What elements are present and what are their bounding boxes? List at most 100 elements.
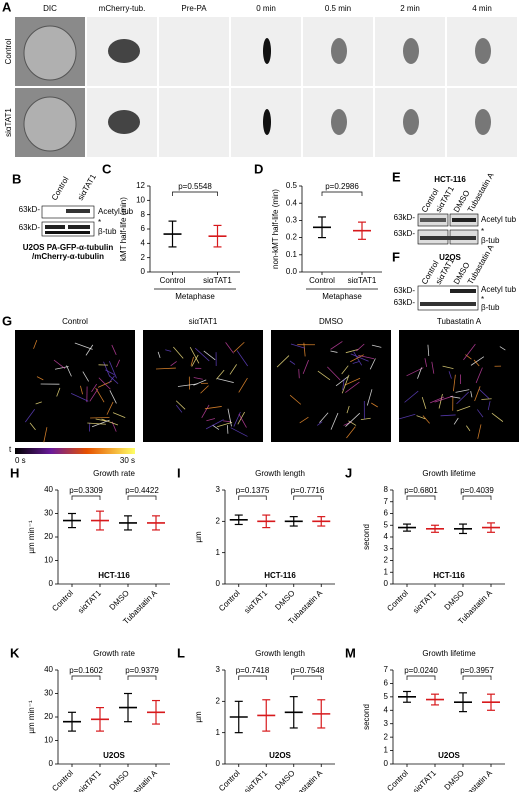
blot-band: [45, 225, 65, 229]
y-tick-label: 30: [44, 689, 53, 698]
blot-band: [452, 218, 476, 222]
microtubule-track: [109, 375, 119, 384]
x-tick-label: Control: [309, 276, 335, 285]
microtubule-track: [165, 349, 172, 352]
spindle: [108, 110, 140, 134]
cell: [23, 25, 77, 81]
y-tick-label: 0: [216, 579, 221, 588]
microtubule-track: [350, 354, 364, 363]
microtubule-track: [299, 416, 309, 424]
microtubule-track: [53, 359, 66, 369]
chart-title: Growth lifetime: [422, 469, 476, 478]
microtubule-track: [276, 355, 290, 368]
caption: U2OS PA-GFP-α-tubulin: [23, 243, 114, 252]
chart-subtitle: U2OS: [438, 751, 460, 760]
chart-subtitle: U2OS: [103, 751, 125, 760]
y-tick-label: 0.3: [286, 216, 298, 225]
y-tick-label: 2: [216, 696, 221, 705]
group-label: Metaphase: [322, 292, 362, 301]
y-tick-label: 40: [44, 665, 53, 674]
microtubule-track: [330, 350, 338, 353]
microtubule-track: [190, 356, 194, 366]
y-tick-label: 0: [384, 579, 389, 588]
panel-letter: K: [10, 645, 20, 660]
micrograph: [159, 17, 229, 86]
p-value: p=0.9379: [125, 666, 159, 675]
size-marker: 63kD-: [394, 229, 416, 238]
y-tick-label: 12: [136, 181, 145, 190]
microtubule-track: [366, 389, 373, 406]
p-value: p=0.5548: [178, 182, 212, 191]
microtubule-track: [353, 351, 363, 366]
microtubule-track: [452, 374, 456, 392]
microtubule-track: [54, 366, 69, 370]
x-tick-label: Control: [217, 768, 242, 792]
microtubule-track: [205, 419, 224, 430]
x-tick-label: siαTAT1: [76, 768, 103, 792]
y-tick-label: 2: [216, 516, 221, 525]
p-value: p=0.7418: [236, 666, 270, 675]
chart-title: Growth rate: [93, 469, 135, 478]
y-tick-label: 40: [44, 485, 53, 494]
p-value: p=0.3309: [69, 486, 103, 495]
y-tick-label: 0: [141, 267, 146, 276]
microtubule-track: [238, 413, 247, 428]
microtubule-track: [298, 369, 300, 379]
lane-label: Tubastatin A: [466, 171, 496, 214]
group-label: Metaphase: [175, 292, 215, 301]
microtubule-track: [227, 408, 232, 427]
size-marker: 63kD-: [394, 213, 416, 222]
microtubule-track: [238, 377, 248, 393]
p-value: p=0.2986: [325, 182, 359, 191]
microtubule-track: [427, 344, 430, 357]
microtubule-track: [95, 418, 106, 422]
microtubule-track: [455, 389, 470, 393]
microtubule-track: [193, 379, 207, 386]
size-marker: 63kD-: [394, 298, 416, 307]
panel-letter: F: [392, 249, 400, 264]
x-tick-label: Control: [160, 276, 186, 285]
y-axis-label: second: [362, 704, 371, 730]
microtubule-track: [225, 342, 234, 354]
significance-bracket: [293, 495, 322, 500]
chart-title: Growth length: [255, 469, 305, 478]
microtubule-track: [103, 361, 111, 377]
y-tick-label: 1: [384, 746, 389, 755]
blot-title: HCT-116: [434, 175, 466, 184]
microtubule-track: [369, 358, 376, 370]
microtubule-track: [345, 349, 359, 354]
y-tick-label: 10: [44, 736, 53, 745]
p-value: p=0.1602: [69, 666, 103, 675]
microtubule-track: [223, 420, 232, 423]
x-tick-label: DMSO: [273, 589, 296, 612]
p-value: p=0.0240: [404, 666, 438, 675]
y-tick-label: 0: [49, 579, 54, 588]
band-label: β-tub: [481, 236, 500, 245]
microtubule-track: [98, 377, 111, 390]
microtubule-track: [229, 364, 237, 375]
microtubule-track: [345, 381, 360, 393]
microtubule-track: [317, 370, 331, 381]
microtubule-track: [470, 356, 485, 366]
microtubule-track: [109, 361, 117, 379]
y-tick-label: 0: [384, 759, 389, 768]
microtubule-track: [344, 377, 361, 386]
x-tick-label: siαTAT1: [242, 588, 269, 615]
y-axis-label: µm: [194, 711, 203, 723]
microtubule-track: [474, 386, 481, 402]
microtubule-track: [453, 417, 459, 425]
microtubule-track: [456, 405, 471, 412]
significance-bracket: [238, 495, 267, 500]
microtubule-track: [177, 383, 198, 387]
blot-band: [420, 218, 446, 222]
significance-bracket: [127, 675, 157, 680]
x-tick-label: siαTAT1: [242, 768, 269, 792]
column-label: 2 min: [400, 4, 420, 13]
y-tick-label: 0: [216, 759, 221, 768]
microtubule-track: [206, 418, 216, 422]
y-tick-label: 0.5: [286, 181, 298, 190]
x-tick-label: DMSO: [443, 589, 466, 612]
microtubule-track: [217, 422, 233, 428]
microtubule-track: [216, 369, 225, 380]
microtubule-track: [289, 394, 302, 405]
